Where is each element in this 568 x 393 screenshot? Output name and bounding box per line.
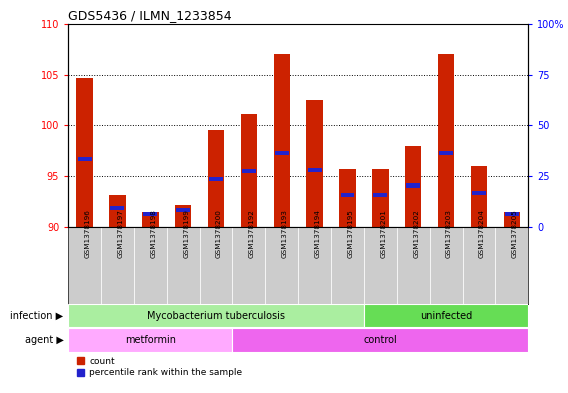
Bar — [340, 193, 354, 197]
Bar — [308, 168, 321, 172]
Bar — [364, 304, 528, 327]
Bar — [208, 130, 224, 227]
Bar — [68, 304, 364, 327]
Bar — [232, 227, 265, 304]
Text: infection ▶: infection ▶ — [10, 311, 64, 321]
Text: GSM1378201: GSM1378201 — [381, 209, 386, 258]
Bar — [78, 157, 91, 161]
Text: GDS5436 / ILMN_1233854: GDS5436 / ILMN_1233854 — [68, 9, 232, 22]
Text: GSM1378196: GSM1378196 — [85, 209, 90, 258]
Bar — [462, 227, 495, 304]
Bar — [438, 54, 454, 227]
Bar — [110, 206, 124, 210]
Bar — [471, 166, 487, 227]
Bar — [397, 227, 429, 304]
Bar — [505, 212, 519, 216]
Text: GSM1378194: GSM1378194 — [315, 209, 320, 258]
Text: GSM1378203: GSM1378203 — [446, 209, 452, 258]
Text: Mycobacterium tuberculosis: Mycobacterium tuberculosis — [147, 311, 285, 321]
Bar — [275, 151, 289, 155]
Text: control: control — [364, 335, 397, 345]
Bar — [439, 151, 453, 155]
Bar — [176, 208, 190, 212]
Bar — [68, 328, 232, 352]
Bar — [339, 169, 356, 227]
Bar — [373, 193, 387, 197]
Bar — [405, 146, 421, 227]
Bar — [429, 227, 462, 304]
Bar — [143, 212, 157, 216]
Text: GSM1378199: GSM1378199 — [183, 209, 189, 258]
Bar — [199, 227, 232, 304]
Text: GSM1378200: GSM1378200 — [216, 209, 222, 258]
Bar — [142, 212, 158, 227]
Bar — [495, 227, 528, 304]
Bar — [76, 77, 93, 227]
Bar — [265, 227, 298, 304]
Bar — [306, 100, 323, 227]
Legend: count, percentile rank within the sample: count, percentile rank within the sample — [77, 356, 242, 377]
Bar — [134, 227, 167, 304]
Text: metformin: metformin — [125, 335, 176, 345]
Text: GSM1378202: GSM1378202 — [414, 209, 419, 258]
Bar — [109, 195, 126, 227]
Bar — [406, 184, 420, 187]
Text: uninfected: uninfected — [420, 311, 472, 321]
Bar — [242, 169, 256, 173]
Text: agent ▶: agent ▶ — [24, 335, 64, 345]
Text: GSM1378193: GSM1378193 — [282, 209, 288, 258]
Bar — [472, 191, 486, 195]
Text: GSM1378195: GSM1378195 — [348, 209, 353, 258]
Bar — [331, 227, 364, 304]
Bar — [274, 54, 290, 227]
Bar — [175, 205, 191, 227]
Bar — [209, 177, 223, 182]
Text: GSM1378197: GSM1378197 — [118, 209, 123, 258]
Text: GSM1378205: GSM1378205 — [512, 209, 518, 258]
Bar — [504, 212, 520, 227]
Bar — [364, 227, 397, 304]
Bar — [101, 227, 134, 304]
Bar — [298, 227, 331, 304]
Bar — [372, 169, 389, 227]
Bar — [232, 328, 528, 352]
Bar — [241, 114, 257, 227]
Text: GSM1378204: GSM1378204 — [479, 209, 485, 258]
Bar — [68, 227, 101, 304]
Bar — [167, 227, 199, 304]
Text: GSM1378198: GSM1378198 — [151, 209, 156, 258]
Text: GSM1378192: GSM1378192 — [249, 209, 255, 258]
